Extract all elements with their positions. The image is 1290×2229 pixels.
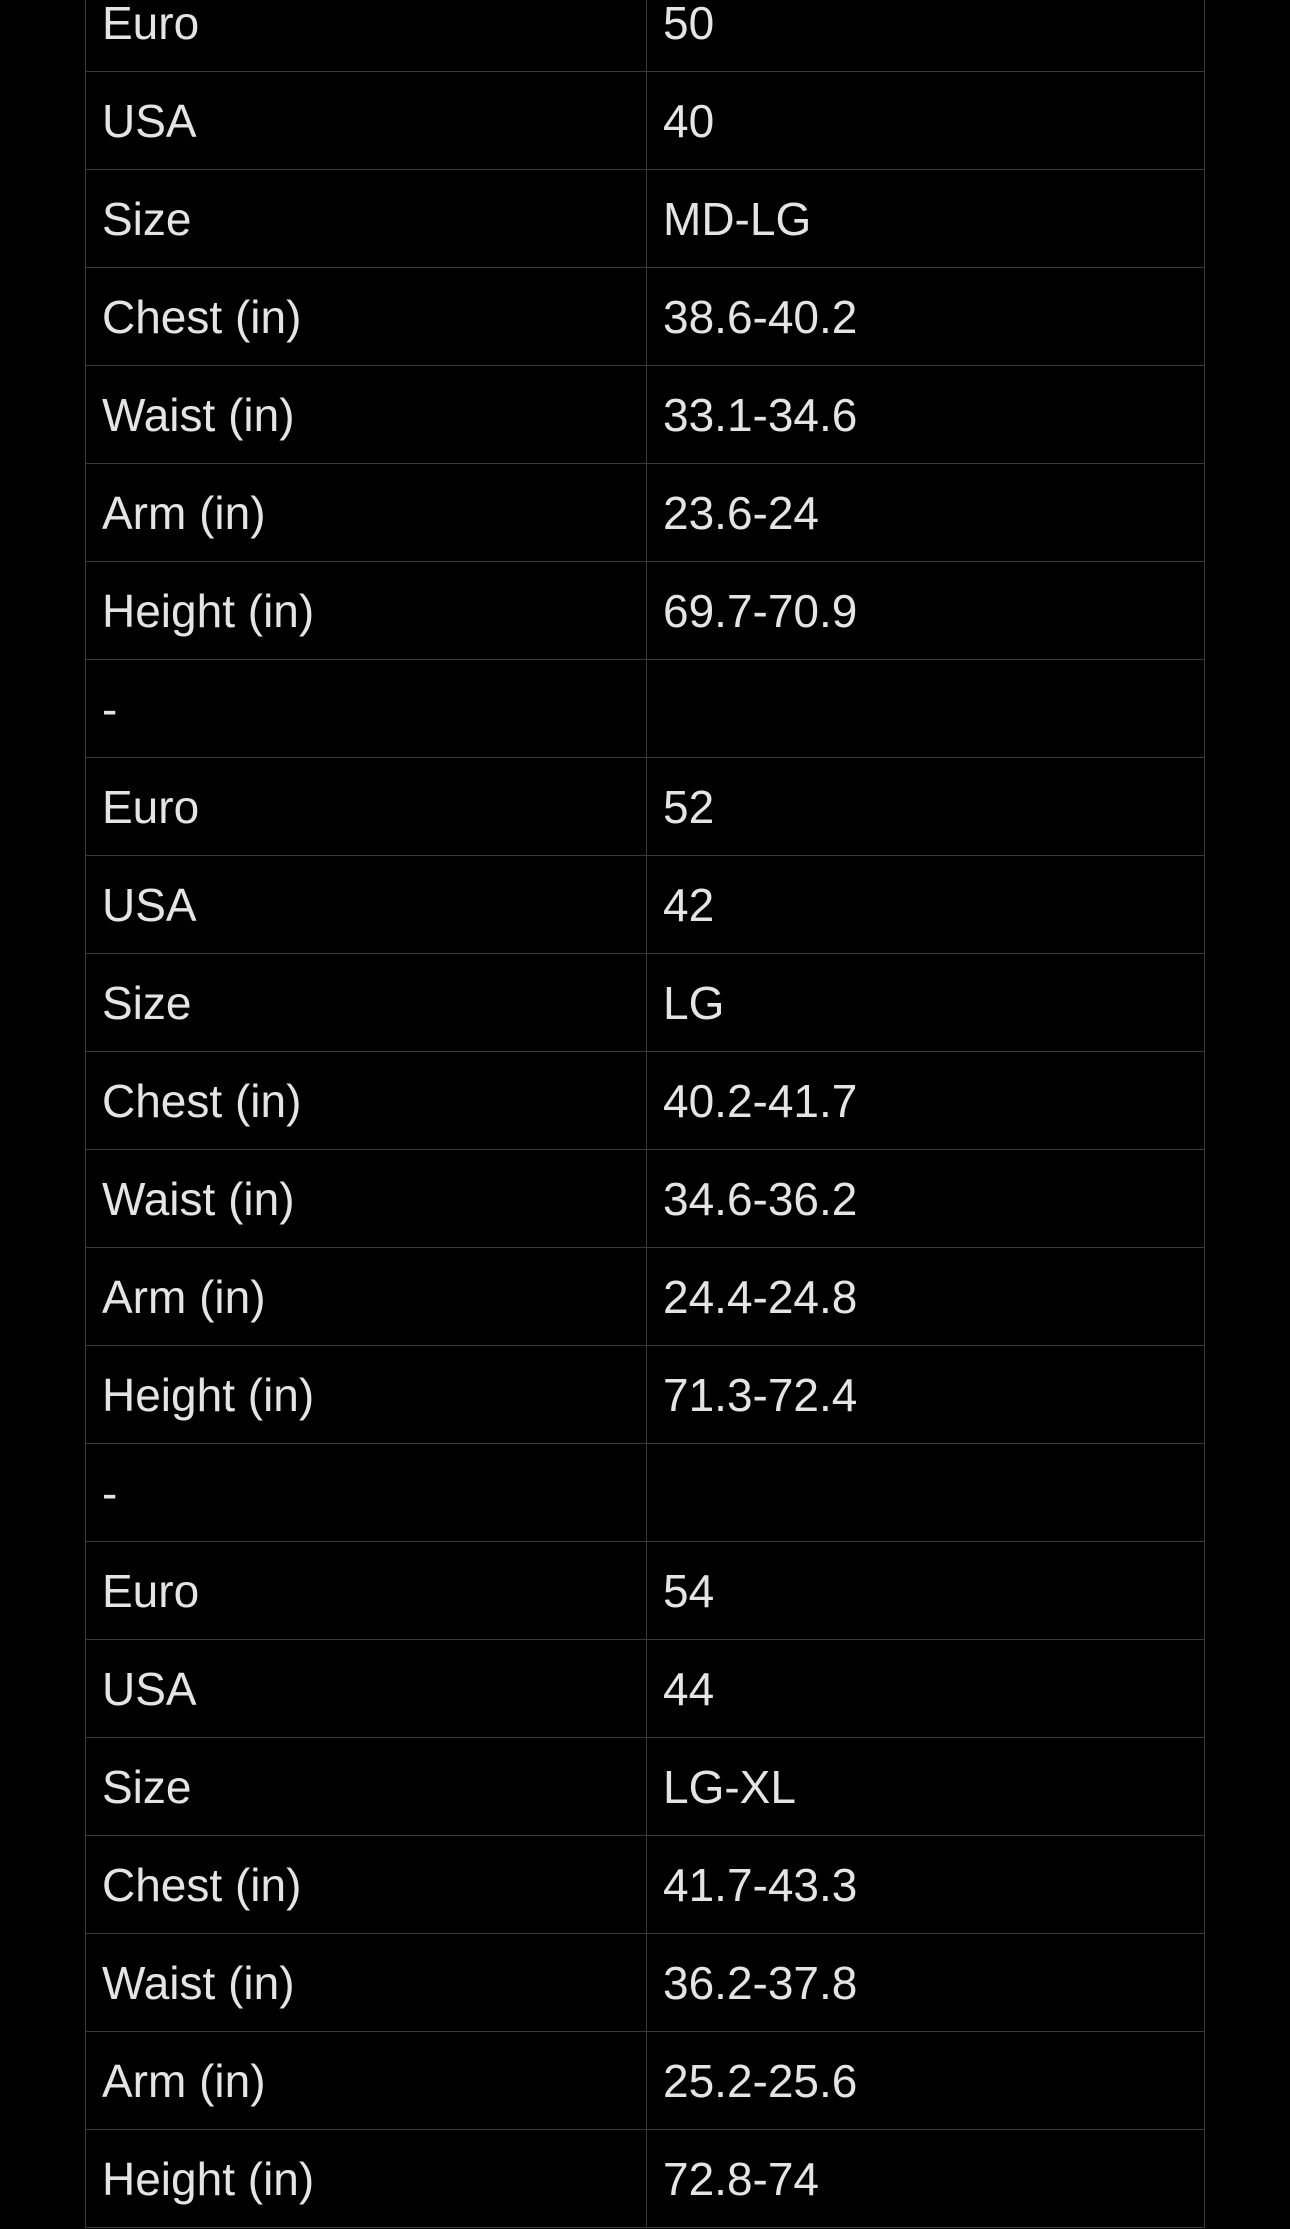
measurement-value: MD-LG bbox=[646, 169, 1205, 268]
measurement-label: Size bbox=[85, 169, 647, 268]
table-row: Euro 50 bbox=[85, 0, 1205, 72]
table-row: Chest (in) 38.6-40.2 bbox=[85, 267, 1205, 366]
table-row: Height (in) 71.3-72.4 bbox=[85, 1345, 1205, 1444]
measurement-label: Waist (in) bbox=[85, 1149, 647, 1248]
measurement-label: Waist (in) bbox=[85, 365, 647, 464]
measurement-value: 38.6-40.2 bbox=[646, 267, 1205, 366]
measurement-label: Size bbox=[85, 953, 647, 1052]
table-row: - bbox=[85, 1443, 1205, 1542]
measurement-value: 42 bbox=[646, 855, 1205, 954]
table-row: Size LG-XL bbox=[85, 1737, 1205, 1836]
measurement-value: 34.6-36.2 bbox=[646, 1149, 1205, 1248]
table-row: Euro 54 bbox=[85, 1541, 1205, 1640]
table-row: Height (in) 69.7-70.9 bbox=[85, 561, 1205, 660]
measurement-value: LG-XL bbox=[646, 1737, 1205, 1836]
measurement-value: 40.2-41.7 bbox=[646, 1051, 1205, 1150]
table-row: Euro 52 bbox=[85, 757, 1205, 856]
measurement-label: Arm (in) bbox=[85, 463, 647, 562]
measurement-value: 71.3-72.4 bbox=[646, 1345, 1205, 1444]
table-row: Height (in) 72.8-74 bbox=[85, 2129, 1205, 2228]
table-row: Chest (in) 40.2-41.7 bbox=[85, 1051, 1205, 1150]
measurement-value: 25.2-25.6 bbox=[646, 2031, 1205, 2130]
measurement-value: 33.1-34.6 bbox=[646, 365, 1205, 464]
measurement-value: 24.4-24.8 bbox=[646, 1247, 1205, 1346]
measurement-label: Height (in) bbox=[85, 1345, 647, 1444]
measurement-label: Chest (in) bbox=[85, 1051, 647, 1150]
table-row: Waist (in) 34.6-36.2 bbox=[85, 1149, 1205, 1248]
measurement-value: 69.7-70.9 bbox=[646, 561, 1205, 660]
measurement-label: Chest (in) bbox=[85, 1835, 647, 1934]
measurement-label: Euro bbox=[85, 0, 647, 72]
measurement-label: Arm (in) bbox=[85, 1247, 647, 1346]
table-row: Chest (in) 41.7-43.3 bbox=[85, 1835, 1205, 1934]
measurement-value: 44 bbox=[646, 1639, 1205, 1738]
table-row: Waist (in) 33.1-34.6 bbox=[85, 365, 1205, 464]
measurement-label: Waist (in) bbox=[85, 1933, 647, 2032]
measurement-value: 52 bbox=[646, 757, 1205, 856]
measurement-label: Euro bbox=[85, 757, 647, 856]
measurement-value bbox=[646, 1443, 1205, 1542]
table-row: USA 44 bbox=[85, 1639, 1205, 1738]
table-row: Size MD-LG bbox=[85, 169, 1205, 268]
table-row: - bbox=[85, 659, 1205, 758]
table-row: Arm (in) 23.6-24 bbox=[85, 463, 1205, 562]
table-row: USA 40 bbox=[85, 71, 1205, 170]
measurement-value: 54 bbox=[646, 1541, 1205, 1640]
measurement-value: 72.8-74 bbox=[646, 2129, 1205, 2228]
measurement-value: LG bbox=[646, 953, 1205, 1052]
measurement-label: Chest (in) bbox=[85, 267, 647, 366]
measurement-value: 41.7-43.3 bbox=[646, 1835, 1205, 1934]
measurement-value: 36.2-37.8 bbox=[646, 1933, 1205, 2032]
measurement-label: Height (in) bbox=[85, 2129, 647, 2228]
measurement-label: Size bbox=[85, 1737, 647, 1836]
size-chart-table: Euro 50 USA 40 Size MD-LG Chest (in) 38.6-40.2 W… bbox=[85, 0, 1205, 2228]
measurement-label: Arm (in) bbox=[85, 2031, 647, 2130]
measurement-label: USA bbox=[85, 855, 647, 954]
measurement-label: Euro bbox=[85, 1541, 647, 1640]
measurement-label: Height (in) bbox=[85, 561, 647, 660]
measurement-label: - bbox=[85, 1443, 647, 1542]
measurement-label: - bbox=[85, 659, 647, 758]
table-row: Arm (in) 24.4-24.8 bbox=[85, 1247, 1205, 1346]
table-row: Arm (in) 25.2-25.6 bbox=[85, 2031, 1205, 2130]
table-row: USA 42 bbox=[85, 855, 1205, 954]
measurement-value: 23.6-24 bbox=[646, 463, 1205, 562]
measurement-value: 50 bbox=[646, 0, 1205, 72]
table-row: Size LG bbox=[85, 953, 1205, 1052]
table-row: Waist (in) 36.2-37.8 bbox=[85, 1933, 1205, 2032]
measurement-value: 40 bbox=[646, 71, 1205, 170]
measurement-label: USA bbox=[85, 71, 647, 170]
measurement-label: USA bbox=[85, 1639, 647, 1738]
measurement-value bbox=[646, 659, 1205, 758]
